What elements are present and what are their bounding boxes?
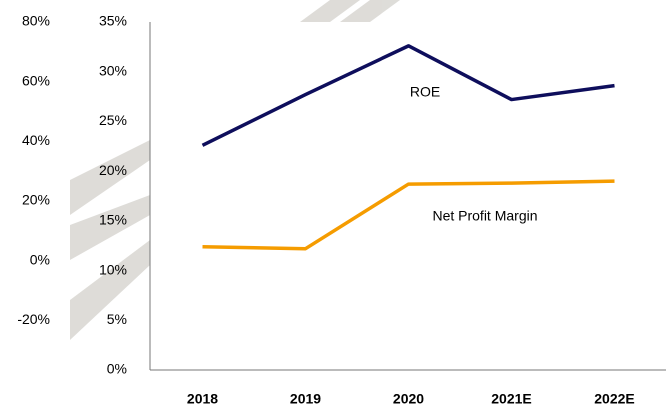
y-tick-label: 35% <box>99 13 127 29</box>
y-tick-label: 20% <box>99 162 127 178</box>
series-label: Net Profit Margin <box>432 208 537 224</box>
y2-tick-label: 80% <box>22 13 50 29</box>
y2-tick-label: -20% <box>17 311 50 327</box>
y-tick-label: 10% <box>99 261 127 277</box>
x-tick-label: 2020 <box>393 391 424 407</box>
y-tick-label: 0% <box>107 361 127 377</box>
x-tick-label: 2022E <box>594 391 634 407</box>
y-tick-label: 25% <box>99 112 127 128</box>
series-line <box>202 179 615 251</box>
y2-tick-label: 60% <box>22 72 50 88</box>
y2-tick-label: 40% <box>22 132 50 148</box>
y-tick-label: 15% <box>99 212 127 228</box>
series-label: ROE <box>410 84 440 100</box>
x-tick-label: 2019 <box>290 391 321 407</box>
y-tick-label: 30% <box>99 62 127 78</box>
series-line <box>201 44 615 147</box>
y2-tick-label: 20% <box>22 192 50 208</box>
x-tick-label: 2018 <box>187 391 218 407</box>
watermark <box>70 0 400 340</box>
y2-tick-label: 0% <box>30 251 50 267</box>
y-tick-label: 5% <box>107 311 127 327</box>
x-tick-label: 2021E <box>491 391 531 407</box>
